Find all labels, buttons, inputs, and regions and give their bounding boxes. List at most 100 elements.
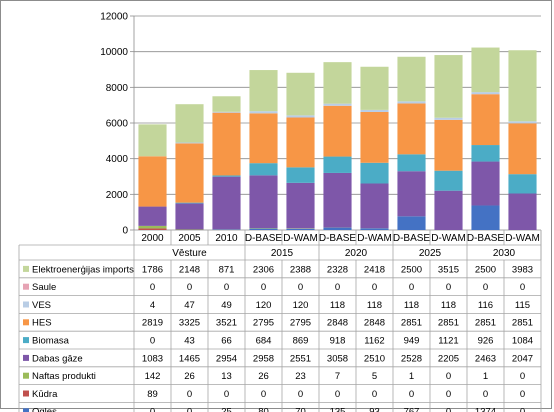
table-cell-value: 70 — [295, 407, 306, 412]
bar-segment — [138, 207, 166, 226]
table-cell-value: 0 — [520, 407, 525, 412]
bar-segment — [138, 228, 166, 230]
table-cell-value: 1 — [409, 371, 414, 382]
table-cell-value: 2958 — [253, 353, 274, 364]
table-cell-value: 26 — [184, 371, 195, 382]
table-cell-value: 0 — [224, 389, 229, 400]
y-tick-label: 0 — [122, 226, 128, 237]
bar-segment — [434, 55, 462, 118]
table-cell-value: 0 — [298, 282, 303, 293]
table-cell-value: 2463 — [475, 353, 496, 364]
table-cell-value: 7 — [335, 371, 340, 382]
legend-swatch — [23, 302, 29, 308]
bar-segment — [360, 110, 388, 112]
bar-segment — [249, 163, 277, 175]
bar-segment — [286, 115, 314, 117]
bar-segment — [508, 174, 536, 193]
bar-segment — [471, 205, 499, 230]
table-cell-value: 2510 — [364, 353, 385, 364]
table-cell-value: 120 — [293, 300, 309, 311]
table-cell-value: 0 — [335, 389, 340, 400]
category-label: D-BASE — [467, 233, 505, 244]
y-tick-label: 12000 — [100, 12, 128, 23]
bar-segment — [434, 118, 462, 120]
table-cell-value: 2328 — [327, 264, 348, 275]
bar-segment — [471, 92, 499, 94]
bar-segment — [360, 183, 388, 228]
bar-segment — [323, 104, 351, 106]
bar-segment — [212, 113, 240, 176]
series-name: HES — [32, 318, 52, 329]
group-label: 2025 — [419, 248, 442, 259]
series-name: Naftas produkti — [32, 371, 96, 382]
table-cell-value: 3058 — [327, 353, 348, 364]
table-cell-value: 47 — [184, 300, 195, 311]
table-cell-value: 118 — [441, 300, 456, 311]
bar-segment — [508, 50, 536, 121]
y-tick-label: 2000 — [106, 190, 129, 201]
table-cell-value: 0 — [298, 389, 303, 400]
table-cell-value: 2851 — [438, 318, 459, 329]
table-cell-value: 5 — [372, 371, 377, 382]
bar-segment — [286, 73, 314, 116]
table-cell-value: 2851 — [401, 318, 422, 329]
table-cell-value: 0 — [187, 282, 192, 293]
legend-swatch — [23, 337, 29, 343]
y-tick-label: 4000 — [106, 154, 129, 165]
bar-segment — [397, 216, 425, 230]
legend-swatch — [23, 355, 29, 361]
legend-swatch — [23, 408, 29, 412]
bar-segment — [212, 112, 240, 113]
bar-segment — [175, 104, 203, 142]
table-cell-value: 115 — [515, 300, 530, 311]
table-cell-value: 89 — [147, 389, 158, 400]
table-cell-value: 1162 — [364, 336, 384, 347]
bar-segment — [360, 112, 388, 163]
table-cell-value: 0 — [446, 389, 451, 400]
table-cell-value: 2306 — [253, 264, 274, 275]
table-cell-value: 49 — [221, 300, 232, 311]
series-name: Dabas gāze — [32, 353, 83, 364]
series-name: Ogles — [32, 407, 57, 412]
table-cell-value: 135 — [330, 407, 346, 412]
table-cell-value: 13 — [221, 371, 232, 382]
table-cell-value: 43 — [184, 336, 195, 347]
table-cell-value: 2528 — [401, 353, 422, 364]
table-cell-value: 1 — [483, 371, 488, 382]
table-cell-value: 2848 — [364, 318, 385, 329]
table-cell-value: 3983 — [512, 264, 533, 275]
category-label: D-WAM — [283, 233, 318, 244]
table-cell-value: 0 — [224, 282, 229, 293]
bar-segment — [323, 106, 351, 157]
table-cell-value: 0 — [187, 407, 192, 412]
table-cell-value: 869 — [293, 336, 309, 347]
bar-segment — [212, 175, 240, 176]
bar-segment — [434, 171, 462, 191]
table-cell-value: 0 — [261, 389, 266, 400]
table-cell-value: 93 — [369, 407, 380, 412]
bar-segment — [212, 96, 240, 112]
table-cell-value: 684 — [256, 336, 272, 347]
group-label: 2015 — [271, 248, 294, 259]
category-label: D-WAM — [505, 233, 540, 244]
table-cell-value: 0 — [446, 282, 451, 293]
bar-segment — [323, 62, 351, 104]
bar-segment — [471, 162, 499, 206]
table-cell-value: 4 — [150, 300, 155, 311]
table-cell-value: 918 — [330, 336, 346, 347]
category-label: D-BASE — [319, 233, 357, 244]
table-cell-value: 80 — [258, 407, 269, 412]
category-label: 2000 — [141, 233, 164, 244]
table-cell-value: 0 — [150, 282, 155, 293]
table-cell-value: 1084 — [512, 336, 533, 347]
legend-swatch — [23, 391, 29, 397]
group-label: 2030 — [493, 248, 516, 259]
table-cell-value: 3521 — [216, 318, 237, 329]
bar-segment — [212, 177, 240, 230]
bar-segment — [138, 156, 166, 206]
bar-segment — [397, 103, 425, 154]
table-cell-value: 0 — [446, 371, 451, 382]
bar-segment — [175, 143, 203, 202]
table-cell-value: 926 — [478, 336, 494, 347]
table-cell-value: 871 — [219, 264, 235, 275]
